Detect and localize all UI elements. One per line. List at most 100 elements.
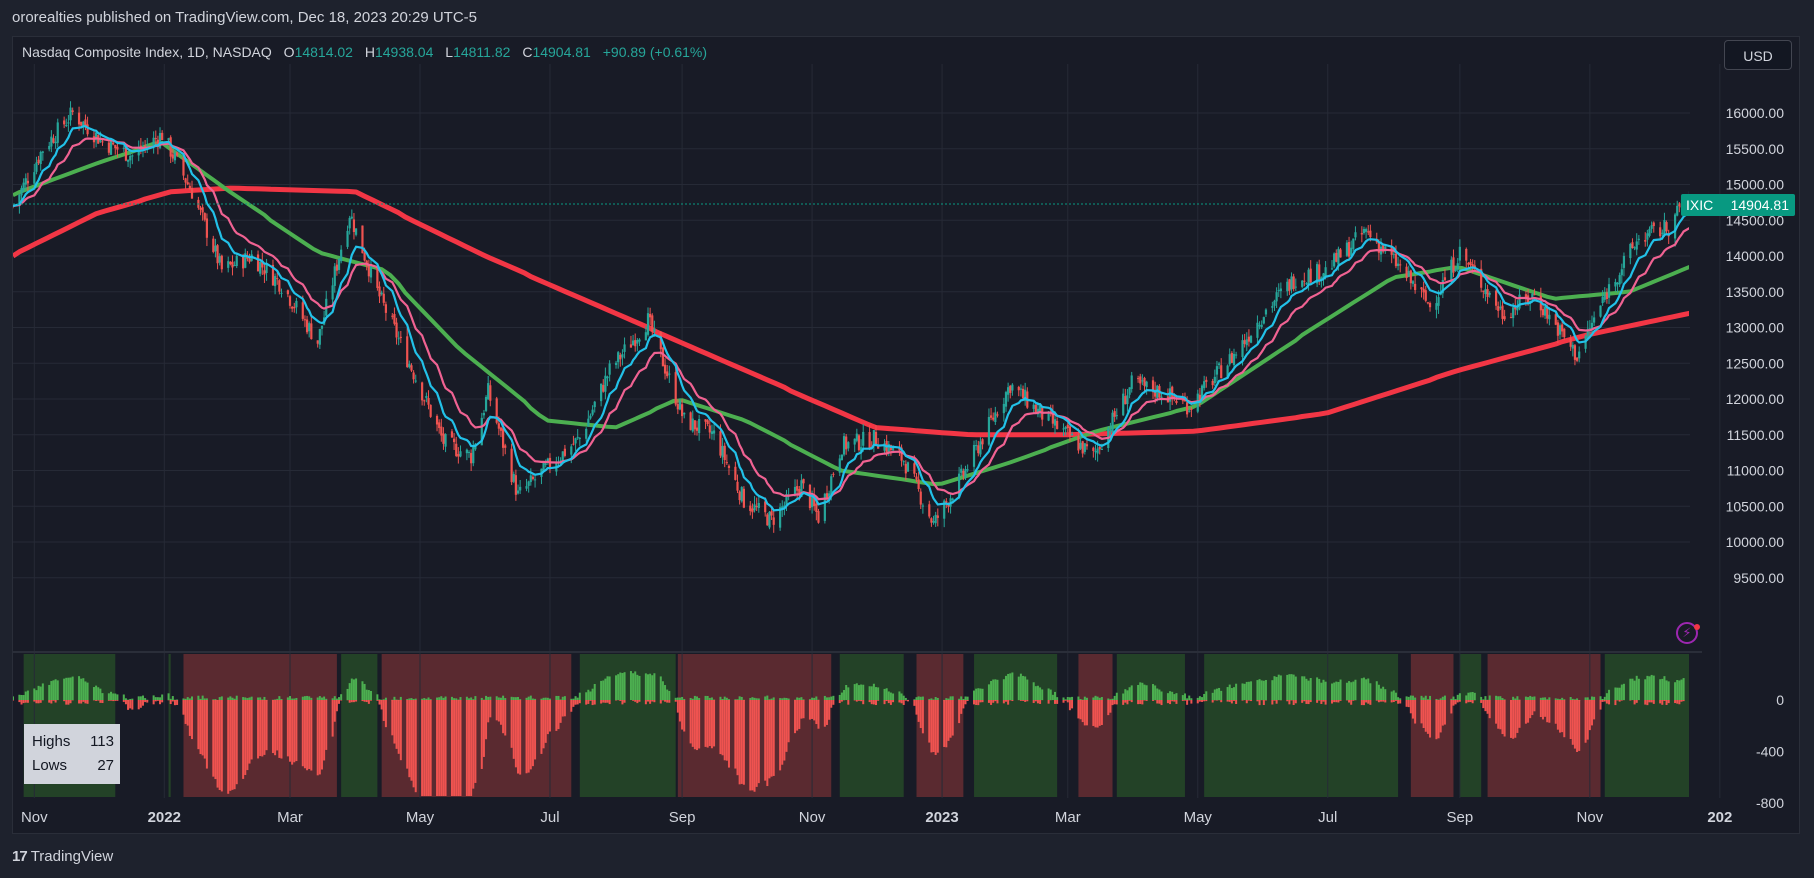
lows-bar [979, 700, 982, 703]
highs-bar [186, 697, 189, 700]
lows-bar [1495, 700, 1498, 724]
lows-bar [964, 700, 967, 705]
lows-bar [242, 700, 245, 779]
lows-bar [1678, 700, 1681, 705]
highs-bar [1458, 693, 1461, 700]
highs-bar [546, 697, 549, 700]
highs-bar [1420, 695, 1423, 700]
highs-bar [843, 690, 846, 700]
lows-bar [755, 700, 758, 787]
candle-body [1452, 257, 1455, 273]
breadth-zone [1487, 654, 1601, 797]
candle-body [832, 473, 835, 475]
highs-bar [414, 698, 417, 700]
candle-body [273, 276, 277, 287]
candle-body [450, 431, 454, 438]
candle-body [930, 518, 933, 523]
candle-body [80, 121, 83, 126]
lows-bar [1484, 700, 1487, 712]
candle-body [158, 133, 162, 148]
candle-body [1288, 279, 1291, 291]
highs-bar [1426, 699, 1429, 701]
highs-bar [1633, 680, 1636, 700]
candle-body [18, 194, 21, 207]
lows-bar [246, 700, 249, 771]
ma-10-line [13, 125, 1689, 512]
price-tick-label: 11000.00 [1727, 463, 1785, 479]
candle-body [316, 340, 319, 344]
highs-bar [517, 696, 520, 700]
candle-body [1426, 302, 1430, 304]
highs-bar [1652, 675, 1655, 700]
highs-bar [632, 673, 635, 700]
highs-bar [1320, 682, 1323, 700]
candle-body [504, 445, 507, 448]
lows-bar [1198, 700, 1201, 702]
lows-bar [913, 700, 916, 706]
highs-bar [1350, 682, 1353, 700]
highs-bar [1392, 690, 1395, 700]
lows-bar [698, 700, 701, 749]
lows-bar [80, 700, 83, 704]
lows-bar [436, 700, 439, 796]
lows-bar [587, 700, 590, 704]
lows-bar [137, 700, 140, 710]
highs-bar [1541, 697, 1544, 700]
lows-bar [97, 700, 100, 701]
highs-bar [681, 696, 684, 700]
highs-bar [1614, 687, 1617, 700]
highs-bar [231, 697, 234, 700]
highs-bar [1333, 682, 1336, 700]
candle-body [1056, 420, 1059, 429]
lows-bar [1390, 700, 1393, 703]
lows-bar [67, 700, 70, 705]
lows-bar [751, 700, 754, 791]
time-tick-label: 2022 [148, 809, 181, 826]
candle-body [24, 178, 27, 185]
lows-bar [1659, 700, 1662, 704]
candle-body [233, 265, 236, 267]
lows-bar [1320, 700, 1323, 704]
candle-body [1578, 351, 1581, 359]
lows-bar [127, 700, 130, 710]
candle-body [1569, 338, 1572, 347]
candle-body [1618, 275, 1621, 285]
candle-body [107, 142, 110, 153]
candle-body [1070, 434, 1074, 436]
lows-bar [171, 700, 174, 702]
candle-body [1424, 290, 1427, 301]
highs-bar [41, 683, 44, 700]
candle-body [1047, 411, 1050, 421]
lows-bar [280, 700, 283, 759]
lightning-icon[interactable]: ⚡ [1676, 622, 1698, 644]
lows-bar [489, 700, 492, 718]
highs-bar [629, 671, 632, 700]
candle-body [144, 145, 147, 147]
tradingview-footer[interactable]: 17 TradingView [12, 846, 113, 868]
candle-body [263, 270, 266, 275]
highs-bar [589, 691, 592, 700]
candle-body [619, 354, 622, 360]
close-value: 14904.81 [532, 44, 591, 60]
highs-bar [261, 699, 264, 701]
lows-bar [18, 700, 21, 703]
lows-bar [1422, 700, 1425, 729]
highs-bar [936, 697, 939, 700]
candle-body [874, 431, 878, 445]
highs-bar [987, 684, 990, 700]
candle-body [346, 230, 349, 247]
candle-body [757, 502, 760, 508]
lows-bar [1554, 700, 1557, 724]
currency-button[interactable]: USD [1724, 40, 1792, 70]
candle-body [1352, 238, 1355, 249]
highs-bar [930, 698, 933, 700]
lows-bar [779, 700, 782, 771]
highs-bar [139, 696, 142, 700]
breadth-zone [1459, 654, 1482, 797]
highs-bar [542, 697, 545, 700]
candle-body [859, 447, 863, 452]
candle-body [928, 504, 931, 517]
highs-bar [868, 686, 871, 700]
lows-bar [1011, 700, 1014, 702]
